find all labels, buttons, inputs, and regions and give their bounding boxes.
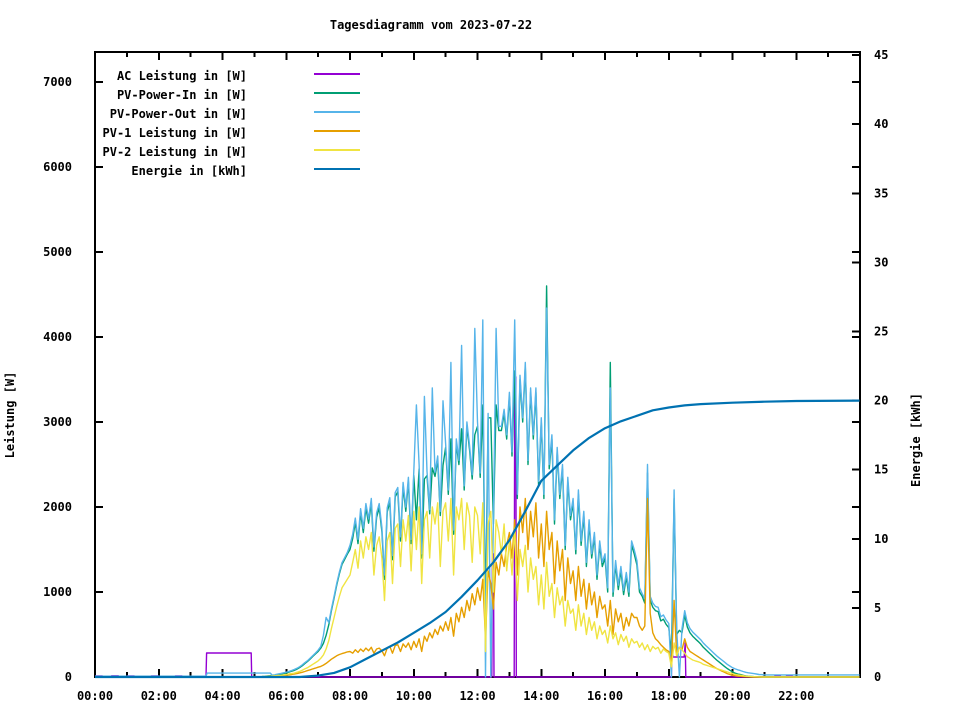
legend-item-pv-out: PV-Power-Out in [W] bbox=[17, 103, 360, 122]
series-pv_power_out bbox=[95, 307, 860, 678]
y1-axis-label: Leistung [W] bbox=[3, 372, 17, 459]
y1-tick-label: 0 bbox=[65, 670, 72, 684]
y1-tick-label: 5000 bbox=[43, 245, 72, 259]
legend-label: PV-1 Leistung in [W] bbox=[102, 126, 248, 140]
y1-tick-label: 3000 bbox=[43, 415, 72, 429]
x-tick-label: 20:00 bbox=[714, 689, 750, 703]
legend-label: Energie in [kWh] bbox=[131, 164, 247, 178]
x-tick-label: 08:00 bbox=[332, 689, 368, 703]
legend-line-sample bbox=[314, 111, 360, 113]
legend-item-energie: Energie in [kWh] bbox=[17, 160, 360, 179]
x-tick-label: 06:00 bbox=[268, 689, 304, 703]
y2-tick-label: 45 bbox=[874, 48, 888, 62]
series-pv2_leistung bbox=[95, 497, 860, 678]
legend-line-sample bbox=[314, 130, 360, 132]
y1-tick-label: 7000 bbox=[43, 75, 72, 89]
x-tick-label: 00:00 bbox=[77, 689, 113, 703]
y1-tick-label: 1000 bbox=[43, 585, 72, 599]
legend-item-pv2: PV-2 Leistung in [W] bbox=[17, 141, 360, 160]
y1-tick-label: 6000 bbox=[43, 160, 72, 174]
x-tick-label: 12:00 bbox=[459, 689, 495, 703]
y2-tick-label: 15 bbox=[874, 463, 888, 477]
y2-tick-label: 25 bbox=[874, 325, 888, 339]
legend-label: PV-2 Leistung in [W] bbox=[102, 145, 248, 159]
legend-line-sample bbox=[314, 168, 360, 170]
x-tick-label: 16:00 bbox=[587, 689, 623, 703]
x-tick-label: 22:00 bbox=[778, 689, 814, 703]
x-tick-label: 04:00 bbox=[204, 689, 240, 703]
x-tick-label: 14:00 bbox=[523, 689, 559, 703]
series-energie bbox=[95, 399, 860, 679]
legend-line-sample bbox=[314, 92, 360, 94]
y2-tick-label: 30 bbox=[874, 255, 888, 269]
legend-label: PV-Power-In in [W] bbox=[116, 88, 247, 102]
y2-tick-label: 40 bbox=[874, 117, 888, 131]
x-tick-label: 18:00 bbox=[651, 689, 687, 703]
y2-tick-label: 10 bbox=[874, 532, 888, 546]
x-tick-label: 10:00 bbox=[396, 689, 432, 703]
legend-label: AC Leistung in [W] bbox=[116, 69, 247, 83]
legend-label: PV-Power-Out in [W] bbox=[109, 107, 247, 121]
y2-tick-label: 35 bbox=[874, 186, 888, 200]
legend-item-pv-in: PV-Power-In in [W] bbox=[17, 84, 360, 103]
y1-tick-label: 4000 bbox=[43, 330, 72, 344]
y2-tick-label: 5 bbox=[874, 601, 881, 615]
y2-tick-label: 20 bbox=[874, 394, 888, 408]
y1-tick-label: 2000 bbox=[43, 500, 72, 514]
x-tick-label: 02:00 bbox=[141, 689, 177, 703]
series-pv_power_in bbox=[95, 285, 860, 678]
chart-title: Tagesdiagramm vom 2023-07-22 bbox=[330, 18, 532, 32]
legend-item-pv1: PV-1 Leistung in [W] bbox=[17, 122, 360, 141]
legend-item-ac: AC Leistung in [W] bbox=[17, 65, 360, 84]
legend-line-sample bbox=[314, 149, 360, 151]
legend-line-sample bbox=[314, 73, 360, 75]
y2-tick-label: 0 bbox=[874, 670, 881, 684]
series-pv1_leistung bbox=[95, 497, 860, 678]
y2-axis-label: Energie [kWh] bbox=[909, 393, 923, 487]
